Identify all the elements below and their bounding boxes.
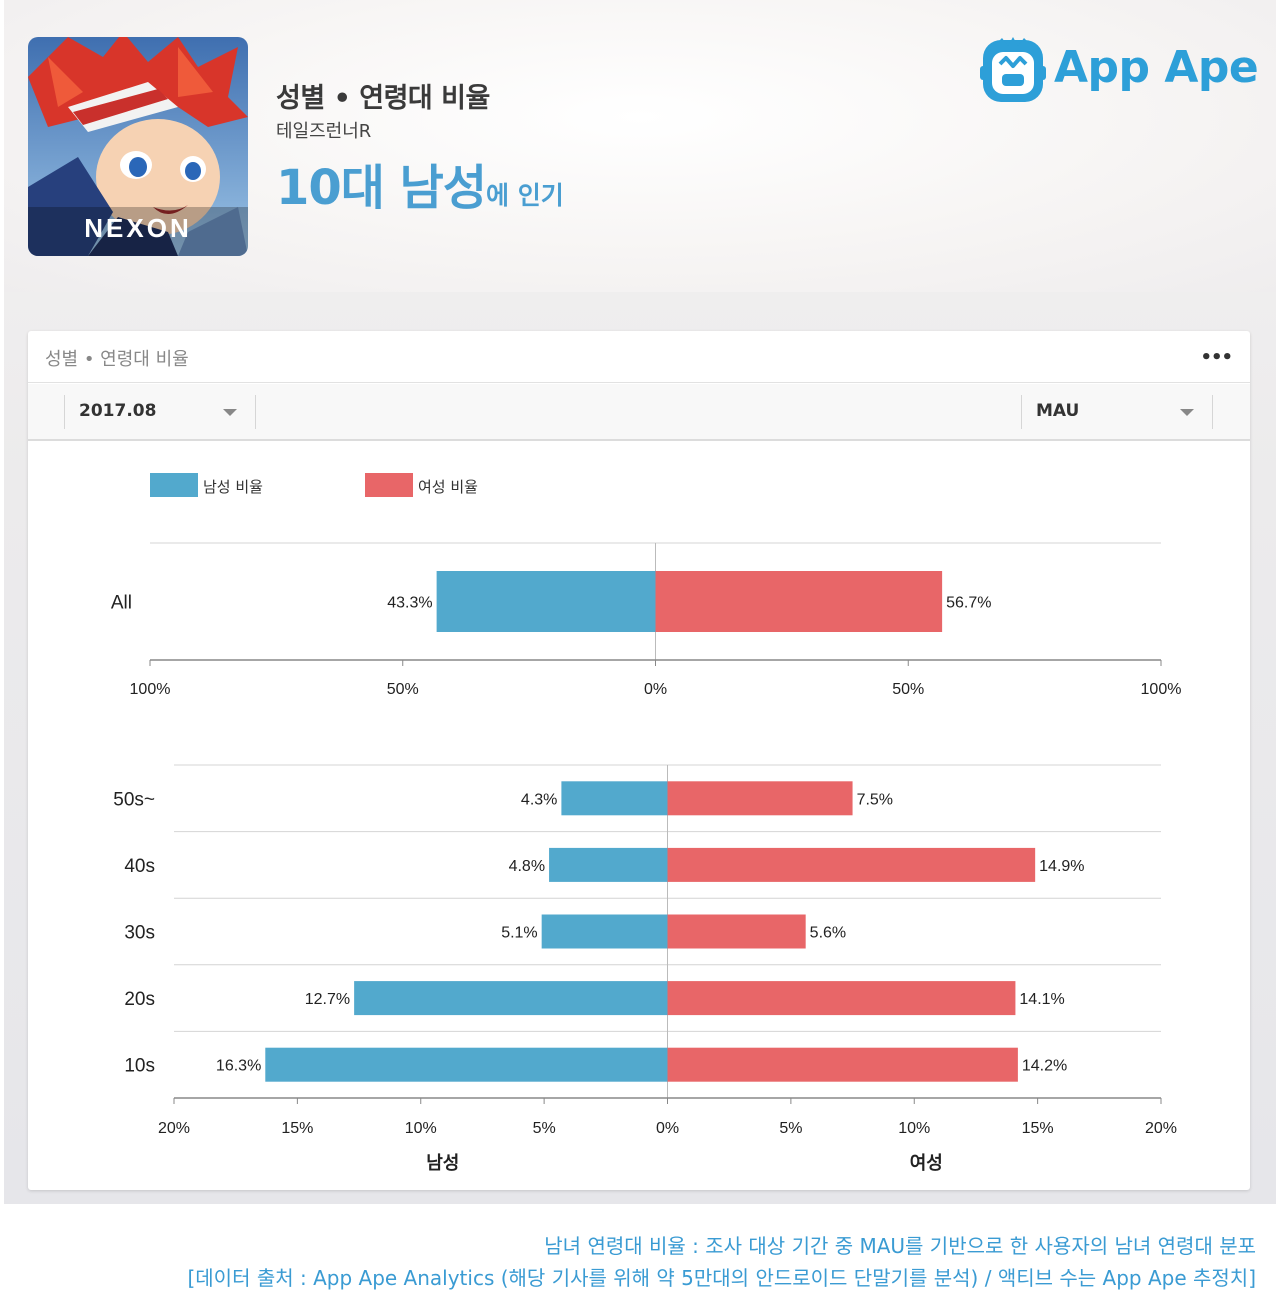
card-header: 성별 • 연령대 비율 •••: [28, 331, 1250, 383]
category-label: 40s: [124, 856, 155, 877]
x-tick-label: 10%: [405, 1120, 437, 1137]
legend-swatch-male: [150, 473, 198, 497]
bar-male: [541, 914, 668, 949]
page-title: 성별 • 연령대 비율: [276, 83, 490, 114]
app-icon: NEXON: [28, 37, 248, 256]
legend-swatch-female: [365, 473, 413, 497]
footer-line-2: [데이터 출처 : App Ape Analytics (해당 기사를 위해 약…: [187, 1266, 1256, 1290]
bar-male: [561, 781, 668, 816]
x-tick-label: 5%: [533, 1120, 556, 1137]
x-tick-label: 100%: [130, 681, 171, 698]
bar-female: [667, 1047, 1018, 1082]
x-axis-label-male: 남성: [426, 1153, 459, 1173]
app-name: 테일즈런너R: [276, 121, 372, 142]
x-tick-label: 5%: [779, 1120, 802, 1137]
card-title: 성별 • 연령대 비율: [45, 349, 189, 370]
ape-face-icon: [980, 37, 1046, 102]
chevron-down-icon: [1180, 409, 1194, 416]
x-tick-label: 0%: [656, 1120, 679, 1137]
category-label: 30s: [124, 923, 155, 944]
x-tick-label: 15%: [1022, 1120, 1054, 1137]
metric-select[interactable]: MAU: [1021, 395, 1213, 429]
app-icon-brand: NEXON: [84, 213, 192, 243]
legend-label-male: 남성 비율: [203, 478, 263, 496]
x-tick-label: 20%: [1145, 1120, 1177, 1137]
legend-label-female: 여성 비율: [418, 478, 478, 496]
x-axis-label-female: 여성: [910, 1153, 943, 1173]
logo-text: App Ape: [1054, 42, 1259, 93]
data-label-female: 14.1%: [1019, 991, 1064, 1008]
data-label-female: 7.5%: [857, 791, 893, 808]
bar-male: [265, 1047, 668, 1082]
popularity-suffix: 에 인기: [486, 181, 564, 210]
data-label-male: 5.1%: [501, 925, 537, 942]
x-tick-label: 50%: [892, 681, 924, 698]
data-label-female: 56.7%: [946, 595, 991, 612]
app-icon-illustration: [28, 37, 248, 256]
category-label: 50s~: [113, 789, 155, 810]
footer-note: 남녀 연령대 비율 : 조사 대상 기간 중 MAU를 기반으로 한 사용자의 …: [187, 1230, 1256, 1294]
filter-bar: 2017.08 MAU: [28, 384, 1250, 441]
category-label: All: [111, 593, 132, 614]
bar-female: [655, 571, 943, 632]
category-label: 10s: [124, 1056, 155, 1077]
x-tick-label: 0%: [644, 681, 667, 698]
chart-card: 성별 • 연령대 비율 ••• 2017.08 MAU 남성 비율 여성 비율 …: [28, 331, 1250, 1190]
bar-female: [667, 914, 806, 949]
app-ape-logo: App Ape: [980, 34, 1259, 108]
bar-female: [667, 847, 1036, 882]
data-label-male: 43.3%: [387, 595, 432, 612]
data-label-male: 12.7%: [305, 991, 350, 1008]
data-label-male: 16.3%: [216, 1058, 261, 1075]
data-label-male: 4.3%: [521, 791, 557, 808]
bar-male: [354, 981, 668, 1016]
category-label: 20s: [124, 989, 155, 1010]
footer-line-1: 남녀 연령대 비율 : 조사 대상 기간 중 MAU를 기반으로 한 사용자의 …: [544, 1234, 1256, 1258]
x-tick-label: 100%: [1141, 681, 1182, 698]
metric-select-value: MAU: [1036, 401, 1080, 421]
data-label-male: 4.8%: [509, 858, 545, 875]
x-tick-label: 15%: [281, 1120, 313, 1137]
bar-female: [667, 981, 1016, 1016]
data-label-female: 5.6%: [810, 925, 846, 942]
data-label-female: 14.2%: [1022, 1058, 1067, 1075]
bar-female: [667, 781, 853, 816]
bar-male: [436, 571, 656, 632]
period-select-value: 2017.08: [79, 401, 157, 421]
x-tick-label: 20%: [158, 1120, 190, 1137]
x-tick-label: 50%: [387, 681, 419, 698]
more-options-icon[interactable]: •••: [1200, 347, 1233, 368]
popularity-headline: 10대 남성에 인기: [276, 148, 564, 218]
period-select[interactable]: 2017.08: [64, 395, 256, 429]
bar-male: [549, 847, 668, 882]
data-label-female: 14.9%: [1039, 858, 1084, 875]
chevron-down-icon: [223, 409, 237, 416]
pyramid-chart: 100% 50% 0% 50% 100% 43.3% 56.7% All 20% 15% 10% 5%…: [111, 542, 1182, 1173]
popularity-highlight: 10대 남성: [276, 160, 487, 216]
x-tick-label: 10%: [898, 1120, 930, 1137]
